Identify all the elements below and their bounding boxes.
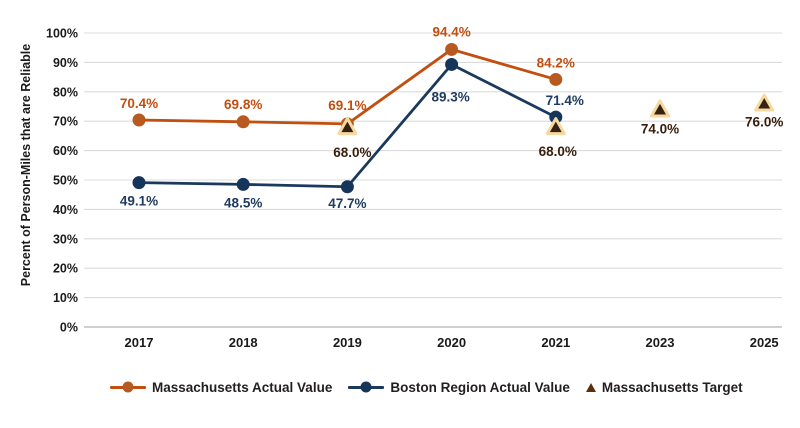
data-point-label: 76.0%	[745, 115, 783, 130]
triangle-data-marker-icon	[650, 99, 670, 118]
legend-item-massachusetts-target: Massachusetts Target	[585, 379, 743, 395]
circle-data-marker-icon	[132, 113, 146, 127]
circle-data-marker-icon	[236, 115, 250, 129]
triangle-data-marker-icon	[545, 117, 566, 136]
legend-item-boston-region-actual: Boston Region Actual Value	[348, 380, 570, 395]
circle-data-marker-icon	[340, 180, 354, 194]
data-point-label: 48.5%	[224, 195, 262, 210]
y-tick-label: 100%	[46, 27, 78, 41]
orange-line-circle-marker-icon	[110, 381, 146, 393]
data-point-label: 70.4%	[120, 96, 158, 111]
legend-label: Massachusetts Actual Value	[152, 379, 333, 395]
circle-data-marker-icon	[445, 42, 459, 56]
x-tick-label: 2021	[541, 335, 570, 350]
triangle-data-marker-icon	[754, 93, 775, 112]
x-tick-label: 2025	[750, 335, 779, 350]
x-tick-label: 2018	[229, 335, 258, 350]
triangle-data-marker-icon	[337, 117, 358, 136]
data-point-label: 69.1%	[328, 98, 366, 113]
data-point-label: 94.4%	[432, 24, 470, 39]
y-tick-label: 60%	[53, 144, 78, 158]
y-axis-title: Percent of Person-Miles that are Reliabl…	[19, 43, 33, 287]
x-tick-label: 2020	[437, 335, 466, 350]
data-point-label: 89.3%	[431, 89, 469, 104]
legend-label: Boston Region Actual Value	[390, 379, 570, 395]
y-tick-label: 80%	[53, 85, 78, 99]
data-point-label: 68.0%	[539, 144, 577, 159]
y-tick-label: 30%	[53, 232, 78, 246]
x-tick-label: 2023	[646, 335, 675, 350]
x-tick-label: 2017	[125, 335, 154, 350]
circle-data-marker-icon	[236, 177, 250, 191]
data-point-label: 69.8%	[224, 97, 262, 112]
legend-label: Massachusetts Target	[601, 379, 743, 395]
data-point-label: 68.0%	[333, 145, 371, 160]
data-point-label: 47.7%	[328, 196, 366, 211]
y-tick-label: 10%	[53, 291, 78, 305]
triangle-marker-icon	[585, 382, 596, 392]
data-point-label: 74.0%	[641, 121, 679, 136]
y-tick-label: 40%	[53, 203, 78, 217]
navy-line-circle-marker-icon	[348, 381, 385, 393]
y-tick-label: 20%	[53, 262, 78, 276]
y-tick-label: 90%	[53, 56, 78, 70]
circle-data-marker-icon	[549, 72, 563, 86]
chart-legend: Massachusetts Actual Value Boston Region…	[110, 377, 743, 397]
legend-item-massachusetts-actual: Massachusetts Actual Value	[110, 380, 332, 395]
circle-data-marker-icon	[132, 176, 146, 190]
data-point-label: 49.1%	[120, 194, 158, 209]
x-tick-label: 2019	[333, 335, 362, 350]
y-tick-label: 0%	[60, 321, 78, 335]
y-tick-label: 50%	[53, 174, 78, 188]
data-point-label: 71.4%	[546, 93, 584, 108]
y-tick-label: 70%	[53, 115, 78, 129]
data-point-label: 84.2%	[537, 55, 575, 70]
circle-data-marker-icon	[445, 57, 459, 71]
